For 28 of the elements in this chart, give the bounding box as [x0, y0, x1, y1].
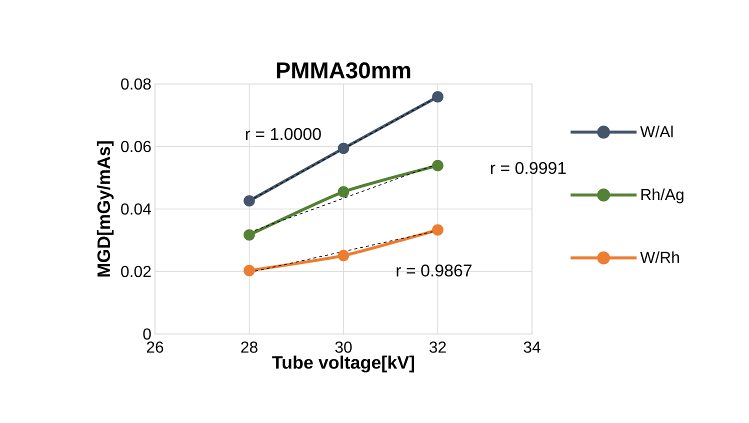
y-axis-title: MGD[mGy/mAs] [96, 141, 114, 277]
legend-label: W/Al [640, 126, 673, 138]
y-tick-label: 0.02 [121, 266, 151, 278]
point [338, 186, 350, 198]
x-tick-label: 34 [524, 342, 540, 353]
y-tick-label: 0.04 [121, 203, 152, 215]
point [244, 264, 255, 276]
point [432, 91, 444, 102]
legend-label: Rh/Ag [641, 188, 684, 204]
x-tick-label: 30 [335, 342, 352, 353]
point [432, 160, 444, 172]
point [244, 195, 255, 207]
annotation: r = 0.9867 [396, 264, 472, 277]
point [338, 250, 350, 262]
x-tick-label: 26 [146, 342, 164, 353]
annotation: r = 0.9991 [490, 162, 566, 174]
chart-title: PMMA30mm [276, 62, 410, 78]
point [432, 224, 444, 236]
x-tick-label: 32 [429, 342, 446, 353]
x-axis-title: Tube voltage[kV] [272, 356, 414, 372]
y-tick-label: 0 [143, 328, 151, 340]
y-tick-label: 0.06 [121, 140, 151, 152]
point [338, 142, 350, 154]
point [244, 229, 255, 241]
y-tick-label: 0.08 [121, 78, 151, 90]
x-tick-label: 28 [241, 342, 258, 353]
legend-label: W/Rh [640, 251, 679, 264]
annotation: r = 1.0000 [246, 128, 321, 140]
